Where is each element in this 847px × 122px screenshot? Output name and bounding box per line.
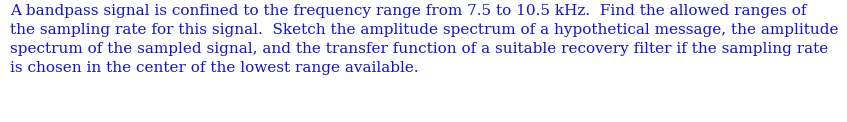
- Text: A bandpass signal is confined to the frequency range from 7.5 to 10.5 kHz.  Find: A bandpass signal is confined to the fre…: [10, 4, 839, 75]
